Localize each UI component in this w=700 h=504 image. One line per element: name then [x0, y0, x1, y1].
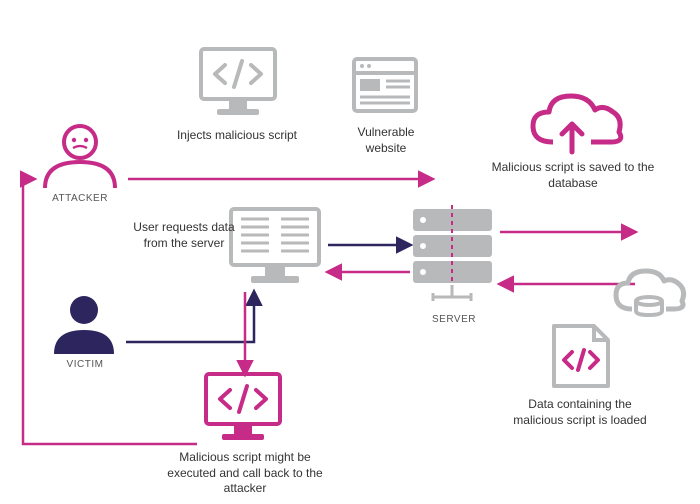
code-monitor-bottom-icon: [200, 370, 286, 446]
injects-label: Injects malicious script: [172, 128, 302, 144]
cloud-upload-icon: [525, 90, 630, 158]
victim-icon: [45, 290, 123, 356]
victim-to-monitor: [126, 292, 254, 342]
malicious-saved-label: Malicious script is saved to the databas…: [488, 160, 658, 191]
attacker-label: ATTACKER: [47, 192, 113, 205]
data-loaded-label: Data containing the malicious script is …: [510, 397, 650, 428]
browser-icon: [350, 55, 420, 117]
victim-label: VICTIM: [60, 358, 110, 371]
cloud-database-icon: [610, 265, 690, 321]
vulnerable-label: Vulnerable website: [350, 125, 422, 156]
malicious-exec-label: Malicious script might be executed and c…: [165, 450, 325, 497]
server-icon: [405, 205, 500, 309]
data-monitor-icon: [225, 205, 325, 289]
code-document-icon: [540, 320, 620, 394]
attacker-icon: [35, 120, 125, 190]
server-label: SERVER: [430, 313, 478, 326]
user-requests-label: User requests data from the server: [130, 220, 238, 251]
code-monitor-top-icon: [195, 45, 281, 121]
